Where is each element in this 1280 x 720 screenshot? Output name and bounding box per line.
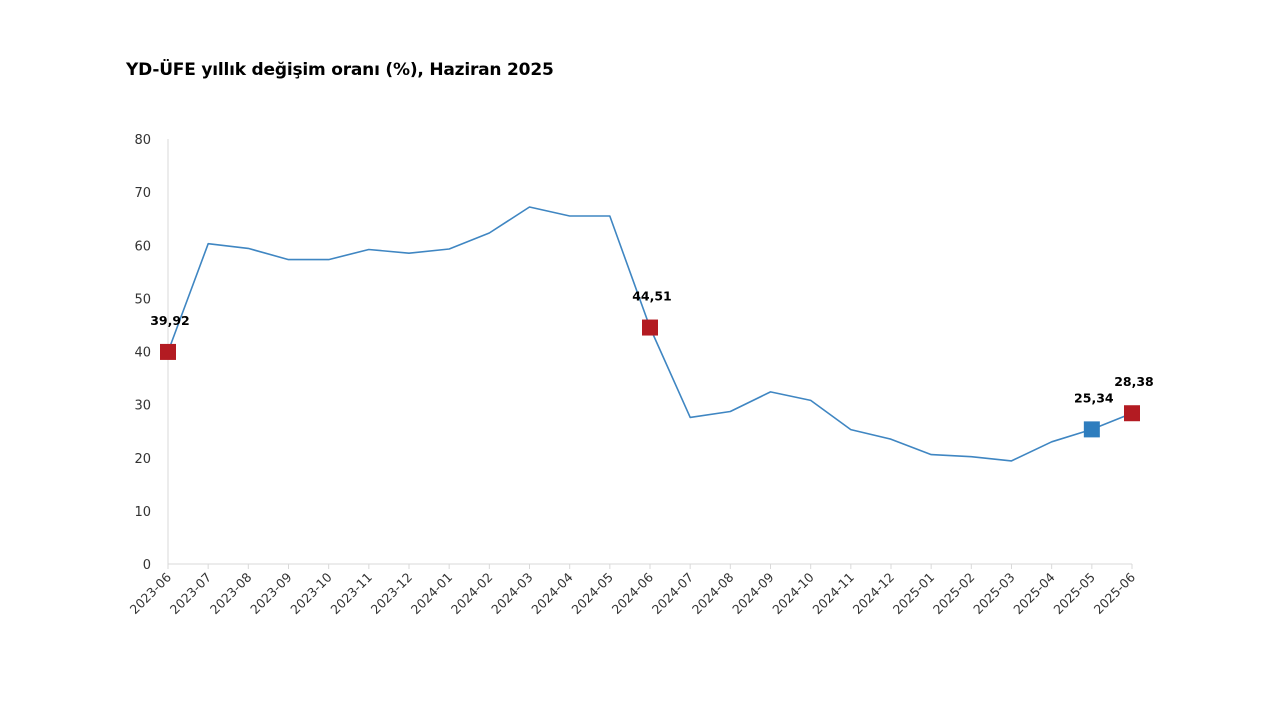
data-label: 25,34 (1074, 390, 1114, 405)
highlight-marker (1083, 421, 1100, 438)
data-point (488, 232, 490, 234)
x-tick-label: 2025-06 (1091, 569, 1139, 617)
data-point (448, 248, 450, 250)
x-tick-label: 2024-06 (609, 569, 657, 617)
x-tick-label: 2024-10 (769, 569, 817, 617)
chart-title: YD-ÜFE yıllık değişim oranı (%), Haziran… (126, 60, 554, 80)
data-point (207, 243, 209, 245)
data-point (288, 259, 290, 261)
highlight-marker (160, 343, 176, 360)
data-label: 28,38 (1114, 374, 1154, 389)
x-tick-label: 2025-01 (890, 570, 938, 618)
x-tick-label: 2024-07 (649, 570, 697, 618)
x-tick-label: 2024-01 (408, 570, 456, 618)
highlight-marker (642, 319, 658, 336)
data-point (408, 252, 410, 254)
data-point (529, 206, 531, 208)
y-tick-label: 80 (134, 133, 151, 148)
data-point (328, 259, 330, 261)
x-tick-label: 2025-04 (1010, 569, 1058, 617)
x-tick-label: 2024-02 (448, 570, 496, 618)
data-point (810, 399, 812, 401)
y-tick-label: 20 (134, 452, 151, 467)
y-tick-label: 40 (134, 346, 151, 361)
axes: 010203040506070802023-062023-072023-0820… (127, 133, 1139, 617)
x-tick-label: 2024-09 (729, 569, 777, 617)
data-point (970, 456, 972, 458)
x-tick-label: 2023-09 (247, 569, 295, 617)
y-tick-label: 70 (134, 186, 151, 201)
x-tick-label: 2023-06 (127, 569, 175, 617)
y-tick-label: 60 (134, 239, 151, 254)
data-label: 44,51 (632, 289, 672, 304)
y-tick-label: 10 (134, 505, 151, 520)
data-point (368, 249, 370, 251)
data-point (609, 215, 611, 217)
y-tick-label: 30 (134, 399, 151, 414)
y-tick-label: 0 (143, 558, 151, 573)
data-point (569, 215, 571, 217)
x-tick-label: 2025-03 (970, 570, 1018, 618)
x-tick-label: 2023-10 (287, 569, 335, 617)
x-tick-label: 2024-11 (809, 570, 857, 618)
x-tick-label: 2025-02 (930, 570, 978, 618)
x-tick-label: 2024-12 (850, 570, 898, 618)
x-tick-label: 2023-12 (368, 570, 416, 618)
x-tick-label: 2024-08 (689, 569, 737, 617)
highlight-markers (160, 319, 1140, 438)
data-point (890, 438, 892, 440)
x-tick-label: 2024-04 (528, 569, 576, 617)
y-tick-label: 50 (134, 292, 151, 307)
data-point (770, 391, 772, 393)
data-point (930, 454, 932, 456)
data-label: 39,92 (150, 313, 190, 328)
data-point (1011, 460, 1013, 462)
data-point (247, 247, 249, 249)
x-tick-label: 2023-11 (327, 570, 375, 618)
data-point (850, 429, 852, 431)
x-tick-label: 2024-05 (568, 570, 616, 618)
x-tick-label: 2024-03 (488, 570, 536, 618)
highlight-marker (1124, 405, 1140, 422)
data-point (729, 411, 731, 413)
x-tick-label: 2025-05 (1050, 570, 1098, 618)
data-point (1051, 441, 1053, 443)
x-tick-label: 2023-08 (207, 569, 255, 617)
x-tick-label: 2023-07 (167, 570, 215, 618)
data-point (689, 416, 691, 418)
